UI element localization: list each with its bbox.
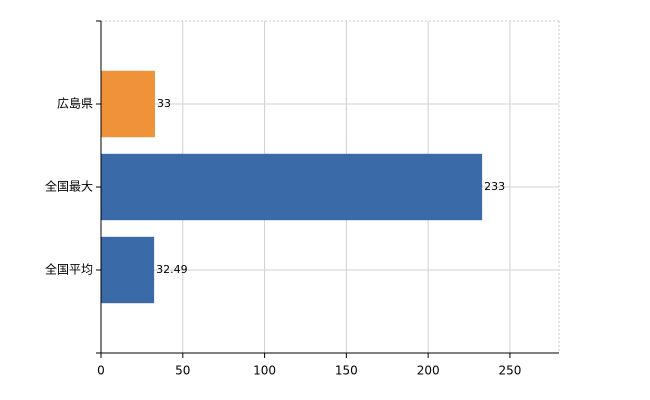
y-tick-label: 全国最大 <box>45 179 93 194</box>
value-label: 233 <box>484 180 505 193</box>
value-label: 33 <box>157 97 171 110</box>
x-tick-label: 250 <box>498 364 521 378</box>
bar <box>101 236 155 304</box>
y-tick-label: 広島県 <box>57 96 93 111</box>
y-tick-label: 全国平均 <box>45 262 93 277</box>
bar <box>101 70 155 138</box>
x-tick-label: 200 <box>417 364 440 378</box>
value-label: 32.49 <box>156 263 188 276</box>
bar <box>101 153 483 221</box>
x-tick-label: 50 <box>175 364 190 378</box>
x-tick-label: 0 <box>97 364 105 378</box>
x-tick-label: 150 <box>335 364 358 378</box>
x-tick-label: 100 <box>253 364 276 378</box>
